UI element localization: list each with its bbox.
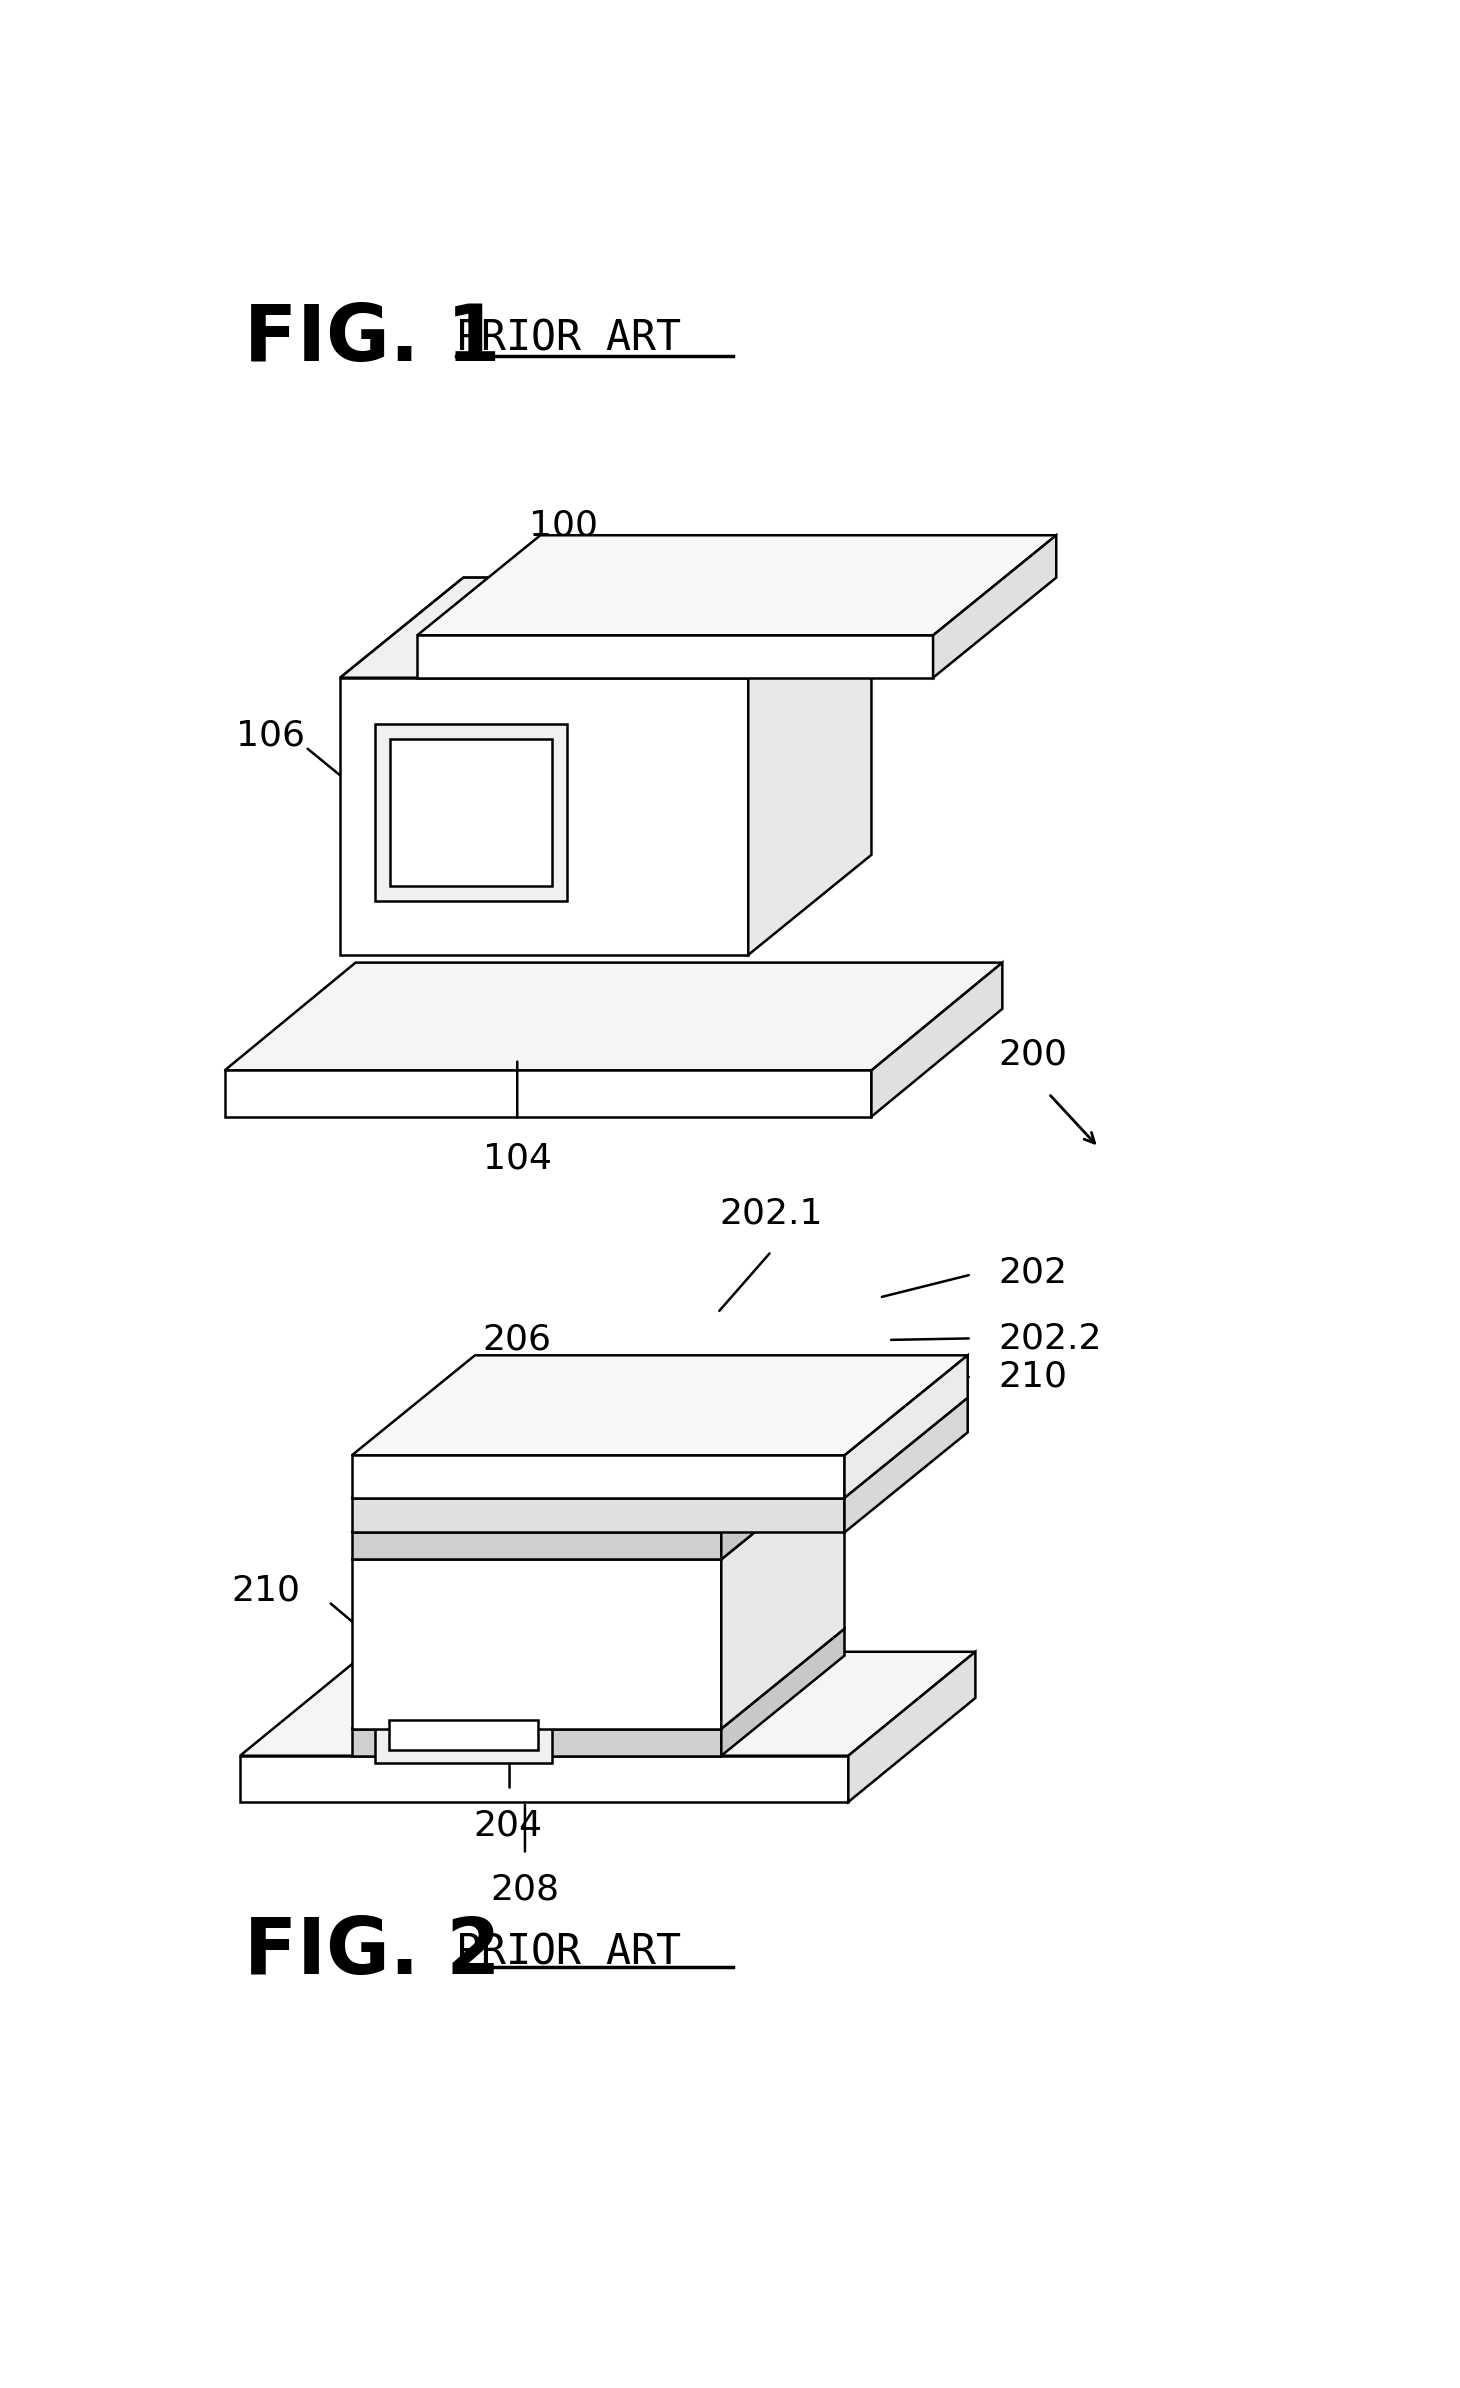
- Polygon shape: [340, 578, 540, 678]
- Text: 102: 102: [937, 533, 1006, 568]
- Polygon shape: [418, 635, 933, 678]
- Polygon shape: [352, 1459, 844, 1559]
- Polygon shape: [748, 578, 872, 955]
- Text: 204: 204: [473, 1808, 543, 1841]
- Polygon shape: [352, 1356, 968, 1454]
- Text: 202.2: 202.2: [999, 1321, 1102, 1356]
- Polygon shape: [352, 1559, 721, 1729]
- Polygon shape: [340, 578, 872, 678]
- Polygon shape: [239, 1652, 975, 1755]
- Text: 210: 210: [999, 1359, 1067, 1395]
- Polygon shape: [388, 1719, 539, 1750]
- Polygon shape: [872, 962, 1003, 1118]
- Polygon shape: [352, 1533, 721, 1559]
- Polygon shape: [933, 535, 1056, 678]
- Polygon shape: [721, 1629, 844, 1755]
- Text: FIG. 1: FIG. 1: [244, 301, 501, 377]
- Polygon shape: [352, 1454, 844, 1497]
- Polygon shape: [844, 1397, 968, 1533]
- Text: FIG. 2: FIG. 2: [244, 1915, 501, 1989]
- Text: 104: 104: [483, 1141, 552, 1175]
- Text: 200: 200: [999, 1039, 1067, 1072]
- Text: 210: 210: [231, 1574, 301, 1607]
- Text: 202: 202: [999, 1256, 1067, 1290]
- Polygon shape: [721, 1459, 844, 1729]
- Polygon shape: [225, 962, 1003, 1070]
- Polygon shape: [225, 1070, 872, 1118]
- Polygon shape: [390, 740, 552, 886]
- Text: PRIOR ART: PRIOR ART: [456, 318, 680, 361]
- Polygon shape: [844, 1356, 968, 1497]
- Polygon shape: [340, 678, 748, 955]
- Polygon shape: [352, 1497, 844, 1533]
- Text: 202.1: 202.1: [720, 1196, 823, 1230]
- Text: 208: 208: [491, 1872, 559, 1906]
- Polygon shape: [848, 1652, 975, 1803]
- Text: 206: 206: [483, 1323, 552, 1356]
- Polygon shape: [375, 724, 568, 900]
- Text: 106: 106: [237, 719, 305, 752]
- Polygon shape: [352, 1433, 844, 1533]
- Polygon shape: [352, 1729, 721, 1755]
- Polygon shape: [239, 1755, 848, 1803]
- Text: 100: 100: [529, 509, 599, 542]
- Polygon shape: [418, 535, 1056, 635]
- Polygon shape: [352, 1629, 844, 1729]
- Text: PRIOR ART: PRIOR ART: [456, 1932, 680, 1972]
- Polygon shape: [721, 1433, 844, 1559]
- Polygon shape: [352, 1397, 968, 1497]
- Polygon shape: [375, 1705, 552, 1762]
